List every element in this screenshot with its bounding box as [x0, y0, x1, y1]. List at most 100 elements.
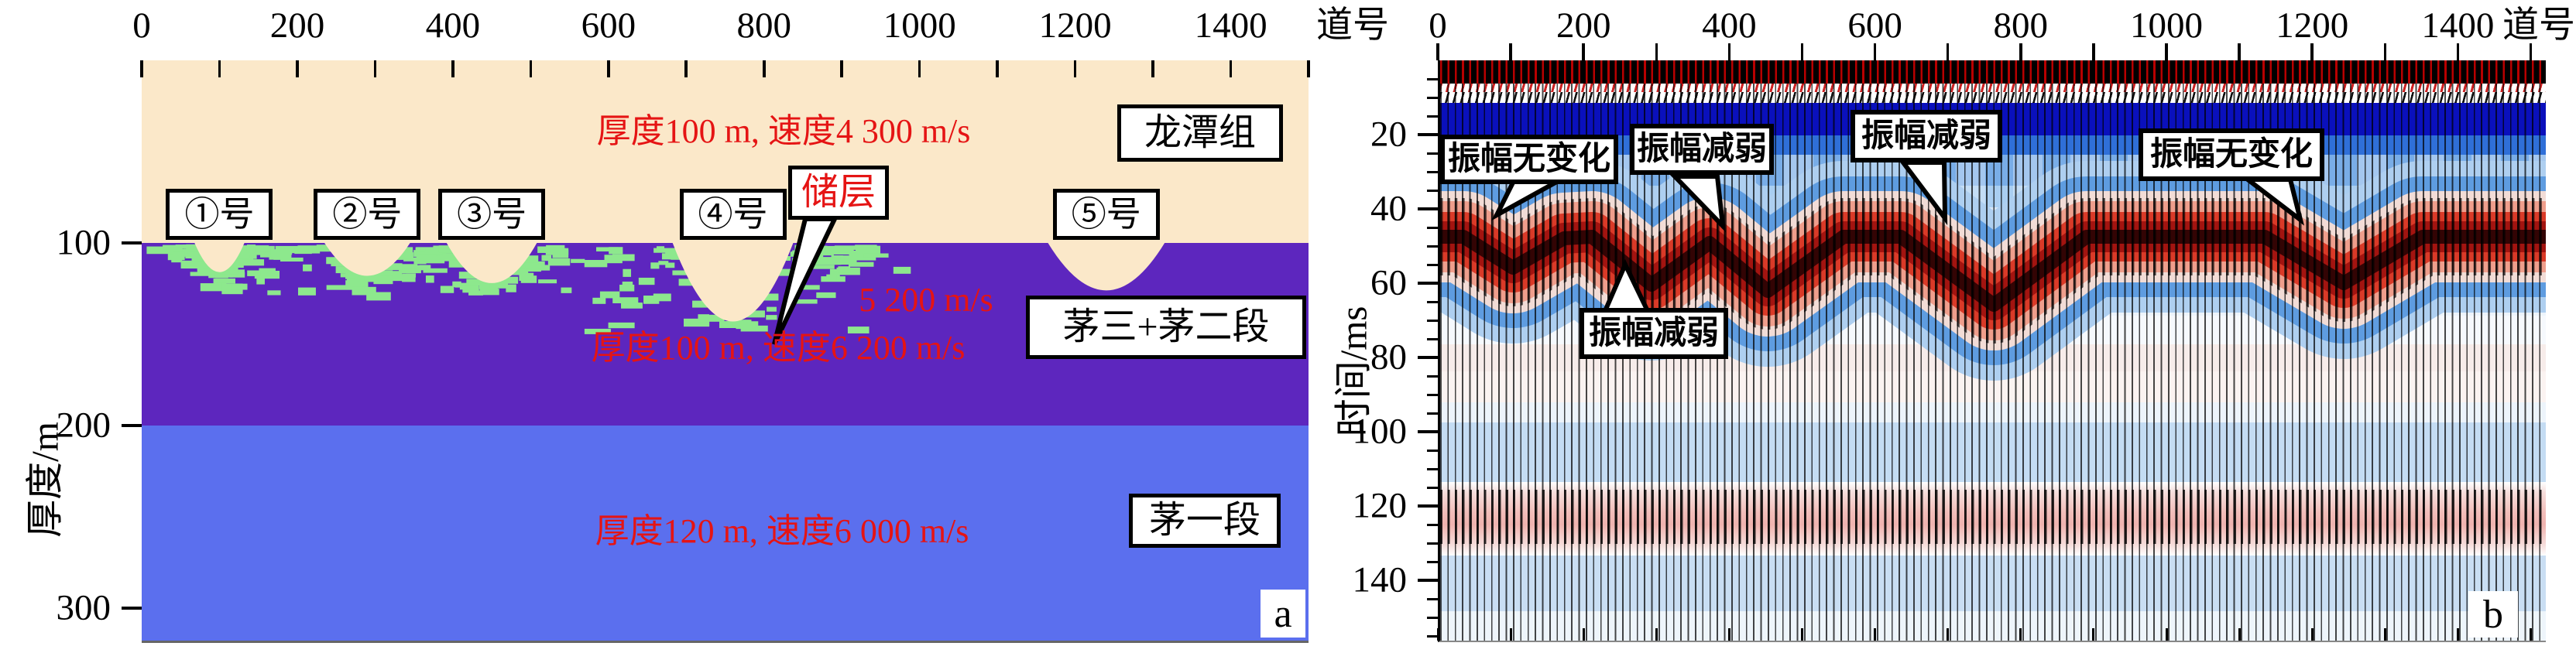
x-tick-label: 400	[425, 5, 481, 46]
b-y-tick	[1418, 282, 1438, 285]
speckle	[373, 275, 393, 285]
b-bottom-tick	[1436, 628, 1439, 641]
x-minor-tick	[2383, 43, 2387, 60]
speckle	[267, 290, 281, 296]
speckle	[541, 255, 552, 262]
a-y-tick-label: 100	[56, 222, 111, 263]
speckle	[402, 273, 416, 282]
layer3-annotation: 厚度120 m, 速度6 000 m/s	[595, 512, 969, 550]
speckle	[468, 290, 483, 296]
speckle	[225, 261, 244, 268]
b-bottom-tick	[1582, 628, 1585, 641]
speckle	[623, 268, 632, 277]
x-minor-tick	[840, 60, 844, 77]
callout-tail-icon	[1601, 258, 1652, 313]
x-tick	[1436, 43, 1439, 60]
x-tick-label: 0	[132, 5, 151, 46]
b-y-tick-label: 100	[1352, 411, 1408, 452]
b-y-tick-label: 120	[1352, 485, 1408, 526]
speckle	[609, 247, 623, 255]
a-y-tick-label: 200	[56, 405, 111, 446]
speckle	[242, 259, 265, 266]
speckle	[584, 259, 608, 268]
x-tick	[2019, 43, 2022, 60]
speckle	[856, 245, 881, 254]
callout-tail-icon	[2241, 177, 2304, 226]
speckle	[345, 280, 369, 289]
x-tick-label: 400	[1702, 5, 1757, 46]
x-tick	[1229, 60, 1233, 77]
speckle	[612, 297, 639, 303]
speckle	[180, 260, 201, 269]
x-tick-label: 1400	[1194, 5, 1267, 46]
callout-tail-icon	[1899, 160, 1948, 226]
speckle	[571, 258, 585, 263]
x-tick	[607, 60, 610, 77]
x-minor-tick	[1509, 43, 1512, 60]
speckle	[665, 249, 684, 257]
amplitude-callout: 振幅无变化	[2139, 128, 2324, 181]
panel-a-corner-label: a	[1261, 590, 1305, 638]
speckle	[254, 270, 280, 279]
speckle	[440, 285, 454, 293]
speckle	[260, 253, 284, 258]
x-minor-tick	[373, 60, 377, 77]
layer-mao1	[142, 426, 1309, 641]
speckle	[189, 251, 199, 257]
b-y-minor-tick	[1427, 96, 1438, 99]
speckle	[678, 279, 698, 286]
speckle	[698, 314, 710, 323]
trace-wiggles	[1440, 84, 2546, 641]
x-tick	[1582, 43, 1585, 60]
speckle	[191, 255, 211, 262]
x-tick	[451, 60, 454, 77]
b-bottom-tick	[1655, 628, 1658, 641]
speckle	[186, 244, 205, 251]
cave-shapes	[194, 243, 1165, 322]
speckle	[335, 266, 355, 274]
b-y-minor-tick	[1427, 263, 1438, 266]
speckle	[813, 257, 842, 265]
b-bottom-tick	[2456, 628, 2459, 641]
speckle	[383, 263, 403, 271]
b-bottom-tick	[2019, 628, 2022, 641]
x-tick	[1073, 60, 1077, 77]
reservoir-label-box: 储层	[788, 166, 889, 220]
speckle	[552, 249, 569, 258]
b-y-tick	[1418, 504, 1438, 508]
x-tick-label: 1200	[2276, 5, 2349, 46]
speckle	[847, 326, 870, 333]
speckle	[519, 272, 534, 281]
x-tick-label: 200	[269, 5, 325, 46]
speckle	[732, 320, 752, 327]
speckle	[355, 275, 374, 282]
x-minor-tick	[2092, 43, 2095, 60]
speckle	[416, 247, 443, 255]
x-minor-tick	[218, 60, 221, 77]
speckle	[326, 285, 355, 290]
x-tick-label: 1000	[2130, 5, 2203, 46]
b-y-minor-tick	[1427, 412, 1438, 415]
speckle	[826, 274, 837, 282]
speckle	[773, 268, 792, 276]
b-bottom-tick	[1947, 628, 1950, 641]
speckle	[520, 261, 545, 268]
speckle	[665, 262, 675, 268]
x-minor-tick	[1655, 43, 1658, 60]
speckle	[462, 285, 479, 293]
speckle	[415, 247, 426, 251]
cave-label-box: ⑤号	[1052, 189, 1160, 240]
callout-tails	[1490, 160, 2304, 313]
a-y-tick	[122, 241, 142, 244]
b-bottom-tick	[1801, 628, 1803, 641]
x-minor-tick	[529, 60, 533, 77]
b-bottom-tick	[1727, 628, 1730, 641]
speckle	[345, 272, 365, 279]
speckle	[790, 299, 818, 304]
x-tick	[1727, 43, 1731, 60]
x-tick-label: 1200	[1038, 5, 1112, 46]
speckle	[719, 321, 739, 329]
speckle	[684, 318, 710, 327]
cave-label-box: ④号	[679, 189, 787, 240]
